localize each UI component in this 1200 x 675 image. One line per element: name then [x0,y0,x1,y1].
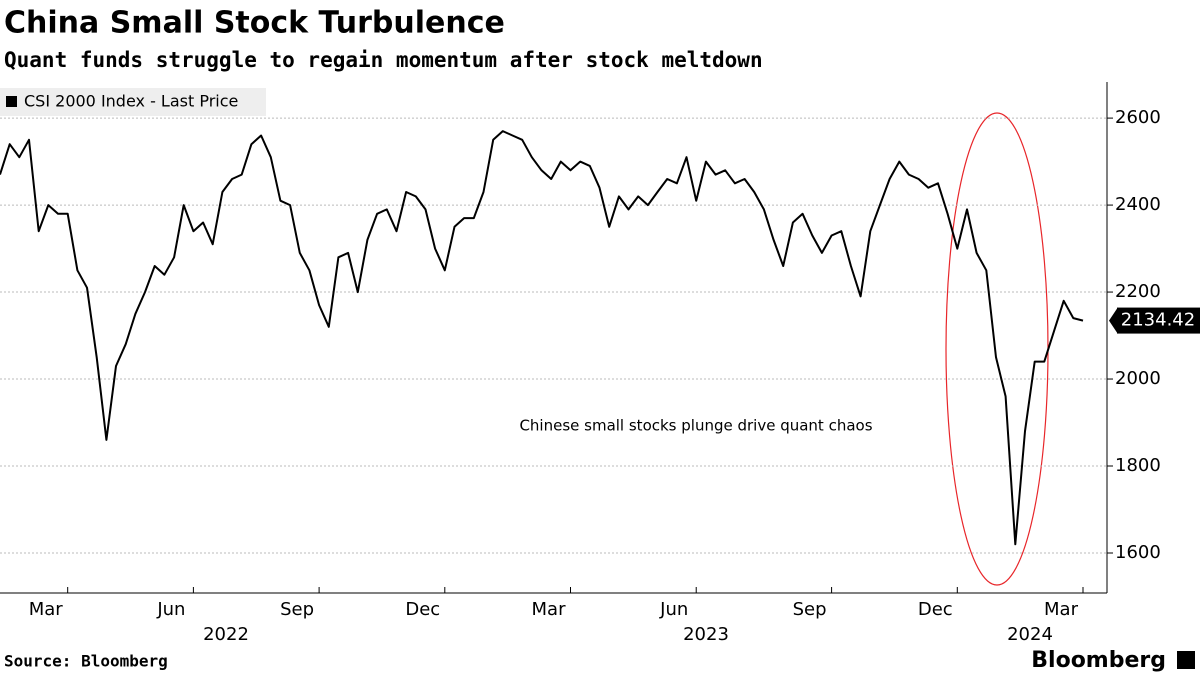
x-tick-label: Mar [532,599,567,620]
chart-subtitle: Quant funds struggle to regain momentum … [4,48,763,72]
y-tick-label: 1600 [1115,542,1161,563]
y-tick-label: 2200 [1115,281,1161,302]
x-tick-label: Jun [156,599,185,620]
x-tick-label: Mar [1044,599,1079,620]
legend-label: CSI 2000 Index - Last Price [24,92,238,111]
x-tick-label: Dec [405,599,440,620]
legend-swatch [6,96,17,107]
year-label: 2022 [203,624,249,645]
year-label: 2024 [1007,624,1053,645]
annotation: Chinese small stocks plunge drive quant … [519,417,872,435]
x-tick-label: Dec [918,599,953,620]
last-value-label: 2134.42 [1121,310,1195,331]
x-tick-label: Sep [793,599,827,620]
brand: Bloomberg [1031,648,1166,673]
line-series [0,130,1084,546]
year-label: 2023 [683,624,729,645]
y-tick-label: 1800 [1115,455,1161,476]
y-tick-label: 2400 [1115,194,1161,215]
x-tick-label: Sep [280,599,314,620]
x-tick-label: Mar [29,599,64,620]
y-tick-label: 2600 [1115,107,1161,128]
legend-box [0,88,266,116]
x-tick-label: Jun [659,599,688,620]
y-tick-label: 2000 [1115,368,1161,389]
last-value-pointer [1109,308,1117,333]
brand-icon [1177,651,1195,669]
last-value-box [1117,307,1200,334]
chart-title: China Small Stock Turbulence [4,6,505,41]
source: Source: Bloomberg [4,652,168,671]
highlight-ellipse [945,112,1049,586]
